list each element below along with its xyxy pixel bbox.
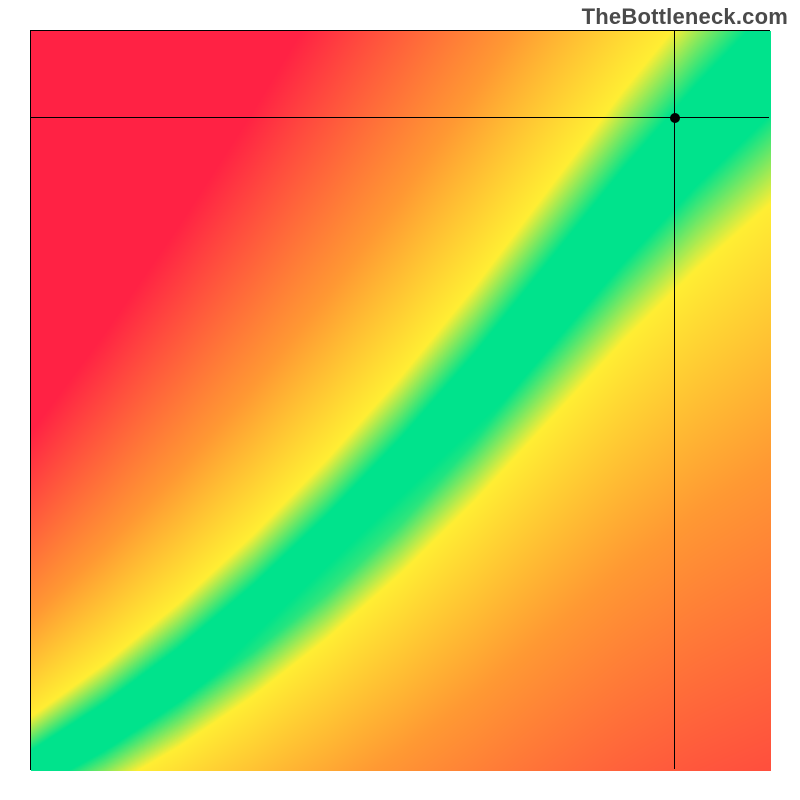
crosshair-horizontal [31, 117, 769, 118]
heatmap-canvas [31, 31, 771, 771]
chart-container: TheBottleneck.com [0, 0, 800, 800]
watermark-text: TheBottleneck.com [582, 4, 788, 30]
crosshair-marker [670, 113, 680, 123]
bottleneck-heatmap [30, 30, 770, 770]
crosshair-vertical [674, 31, 675, 769]
